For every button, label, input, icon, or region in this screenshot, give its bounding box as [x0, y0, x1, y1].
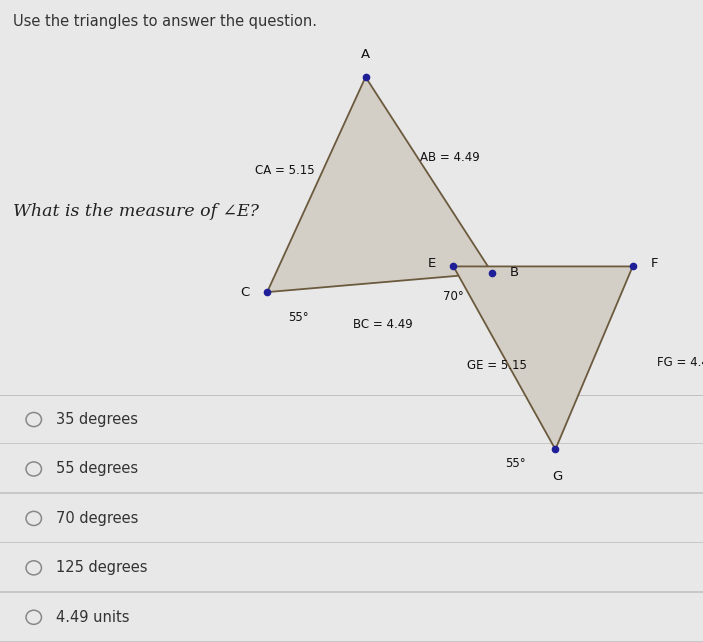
Text: 35 degrees: 35 degrees: [56, 412, 138, 427]
Text: GE = 5.15: GE = 5.15: [467, 360, 527, 372]
FancyBboxPatch shape: [0, 641, 703, 642]
FancyBboxPatch shape: [0, 395, 703, 444]
Text: FG = 4.49: FG = 4.49: [657, 356, 703, 369]
Text: F: F: [650, 257, 658, 270]
Polygon shape: [453, 266, 633, 449]
Text: B: B: [510, 266, 519, 279]
FancyBboxPatch shape: [0, 591, 703, 593]
Text: What is the measure of ∠E?: What is the measure of ∠E?: [13, 204, 259, 220]
FancyBboxPatch shape: [0, 542, 703, 543]
FancyBboxPatch shape: [0, 444, 703, 494]
Text: G: G: [553, 470, 562, 483]
Text: 55°: 55°: [288, 311, 309, 324]
FancyBboxPatch shape: [0, 543, 703, 593]
Text: AB = 4.49: AB = 4.49: [420, 151, 479, 164]
Text: 4.49 units: 4.49 units: [56, 610, 130, 625]
FancyBboxPatch shape: [0, 494, 703, 543]
FancyBboxPatch shape: [0, 492, 703, 494]
Text: E: E: [427, 257, 436, 270]
Polygon shape: [267, 77, 492, 292]
FancyBboxPatch shape: [0, 593, 703, 642]
Text: A: A: [361, 48, 370, 61]
Text: 70 degrees: 70 degrees: [56, 511, 138, 526]
Text: 55 degrees: 55 degrees: [56, 462, 138, 476]
Text: CA = 5.15: CA = 5.15: [255, 164, 314, 177]
Text: 70°: 70°: [443, 290, 464, 303]
Text: 125 degrees: 125 degrees: [56, 560, 148, 575]
FancyBboxPatch shape: [0, 395, 703, 396]
Text: C: C: [240, 286, 250, 299]
Text: Use the triangles to answer the question.: Use the triangles to answer the question…: [13, 14, 316, 29]
Text: BC = 4.49: BC = 4.49: [354, 318, 413, 331]
FancyBboxPatch shape: [0, 443, 703, 444]
Text: 55°: 55°: [505, 457, 526, 470]
